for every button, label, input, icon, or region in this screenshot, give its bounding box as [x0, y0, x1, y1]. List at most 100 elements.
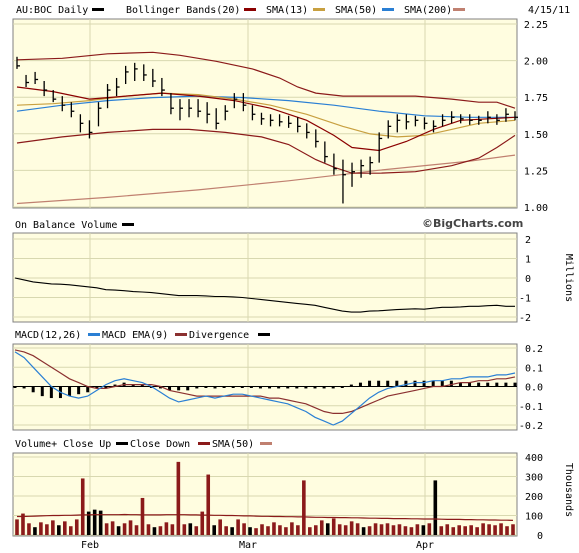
volume-bar [45, 524, 49, 535]
divergence-bar [268, 386, 272, 389]
volume-bar [104, 523, 109, 535]
divergence-legend-swatch-2 [258, 333, 270, 336]
macd-panel: MACD(12,26) MACD EMA(9) Divergence -0.2-… [12, 330, 543, 432]
volume-sma50-path [17, 513, 514, 521]
sma200-legend-swatch [382, 8, 394, 11]
divergence-bar [240, 386, 244, 388]
divergence-bar [313, 386, 317, 389]
divergence-legend-swatch [175, 333, 187, 336]
divergence-bar [440, 380, 444, 387]
obv-tick-label: -2 [519, 313, 531, 324]
divergence-bar [377, 380, 381, 387]
divergence-bar [513, 382, 517, 387]
volume-bar [236, 519, 240, 535]
volume-bar [475, 527, 479, 535]
volume-y-ticks: 0 100 200 300 400 [525, 453, 543, 542]
divergence-bar [504, 382, 508, 387]
obv-line-path [14, 277, 515, 313]
macd-y-ticks: -0.2 -0.1 0.0 0.1 0.2 [519, 344, 543, 432]
divergence-bar [349, 384, 353, 387]
divergence-bar [422, 380, 426, 387]
volume-bar [355, 523, 360, 535]
divergence-bar [295, 386, 299, 389]
divergence-bar [322, 386, 326, 389]
volume-bar [290, 522, 294, 535]
volume-bar [349, 521, 354, 535]
volume-bar [409, 527, 414, 535]
divergence-bar [277, 386, 281, 389]
divergence-bar [49, 386, 53, 399]
sma13-legend-swatch [244, 8, 256, 11]
volume-tick-label: 300 [525, 473, 543, 484]
volume-bar [15, 519, 19, 535]
divergence-bar [458, 382, 462, 387]
price-tick-label: 1.50 [524, 130, 548, 141]
volume-up-legend-label: Volume+ Close Up [15, 439, 111, 450]
divergence-bar [204, 386, 208, 388]
volume-bar [260, 524, 264, 535]
volume-bar [188, 523, 193, 535]
divergence-bar [222, 386, 226, 388]
volume-bar [164, 522, 169, 535]
macd-legend-label: MACD(12,26) [15, 330, 81, 341]
volume-bar [224, 526, 228, 535]
volume-bar [248, 527, 252, 535]
volume-bar [134, 525, 139, 535]
price-tick-label: 1.00 [524, 203, 548, 214]
obv-y-axis-label: Millions [563, 254, 574, 302]
obv-tick-label: 1 [525, 255, 531, 266]
divergence-bar [413, 380, 417, 387]
volume-bar [68, 526, 73, 535]
volume-bar [302, 480, 306, 535]
volume-bar [39, 522, 43, 535]
divergence-bar [131, 384, 135, 387]
volume-bar [325, 523, 330, 535]
volume-bar [170, 524, 175, 535]
obv-line [14, 277, 515, 313]
volume-bar [361, 527, 366, 535]
price-tick-label: 2.25 [524, 20, 548, 31]
volume-down-legend-label: Close Down [130, 439, 190, 450]
macd-signal-line [14, 349, 516, 414]
volume-bar [152, 527, 157, 535]
volume-bar [86, 511, 91, 535]
divergence-bar [213, 386, 217, 389]
volume-bar [343, 525, 348, 535]
macd-tick-label: -0.1 [519, 402, 543, 413]
sma200-legend-label: SMA(200) [404, 5, 452, 16]
volume-bar [433, 480, 438, 535]
price-panel-bg [12, 18, 518, 209]
volume-bar [511, 524, 515, 535]
price-y-ticks: 1.00 1.25 1.50 1.75 2.00 2.25 [524, 20, 548, 214]
bollinger-lower-line [16, 128, 516, 174]
volume-bar [313, 525, 318, 535]
volume-tick-label: 200 [525, 492, 543, 503]
volume-bar [92, 509, 97, 535]
price-panel: AU:BOC Daily Bollinger Bands(20) SMA(13)… [12, 5, 570, 230]
macd-tick-label: 0.2 [525, 344, 543, 355]
volume-bar [499, 523, 503, 535]
divergence-legend-label: Divergence [189, 330, 249, 341]
x-tick-label: Mar [239, 540, 257, 551]
volume-bar [284, 527, 288, 535]
volume-bar [385, 523, 390, 535]
sma13-line [16, 86, 516, 152]
volume-bar [182, 524, 187, 535]
volume-bar [27, 523, 31, 535]
divergence-bar [22, 386, 26, 389]
macd-ema-legend-swatch [88, 333, 100, 336]
bb-legend-swatch [92, 8, 104, 11]
divergence-bar [468, 382, 472, 387]
volume-bar [469, 525, 473, 535]
divergence-bar [340, 386, 344, 388]
volume-bar [140, 497, 145, 535]
obv-grid [13, 233, 517, 322]
macd-ema-legend-label: MACD EMA(9) [102, 330, 168, 341]
volume-bar [439, 526, 444, 535]
volume-bar [212, 525, 217, 535]
divergence-bar [195, 386, 199, 389]
divergence-bar [186, 386, 190, 391]
volume-bar [463, 526, 467, 535]
volume-bar [296, 525, 300, 535]
price-tick-label: 1.25 [524, 166, 548, 177]
